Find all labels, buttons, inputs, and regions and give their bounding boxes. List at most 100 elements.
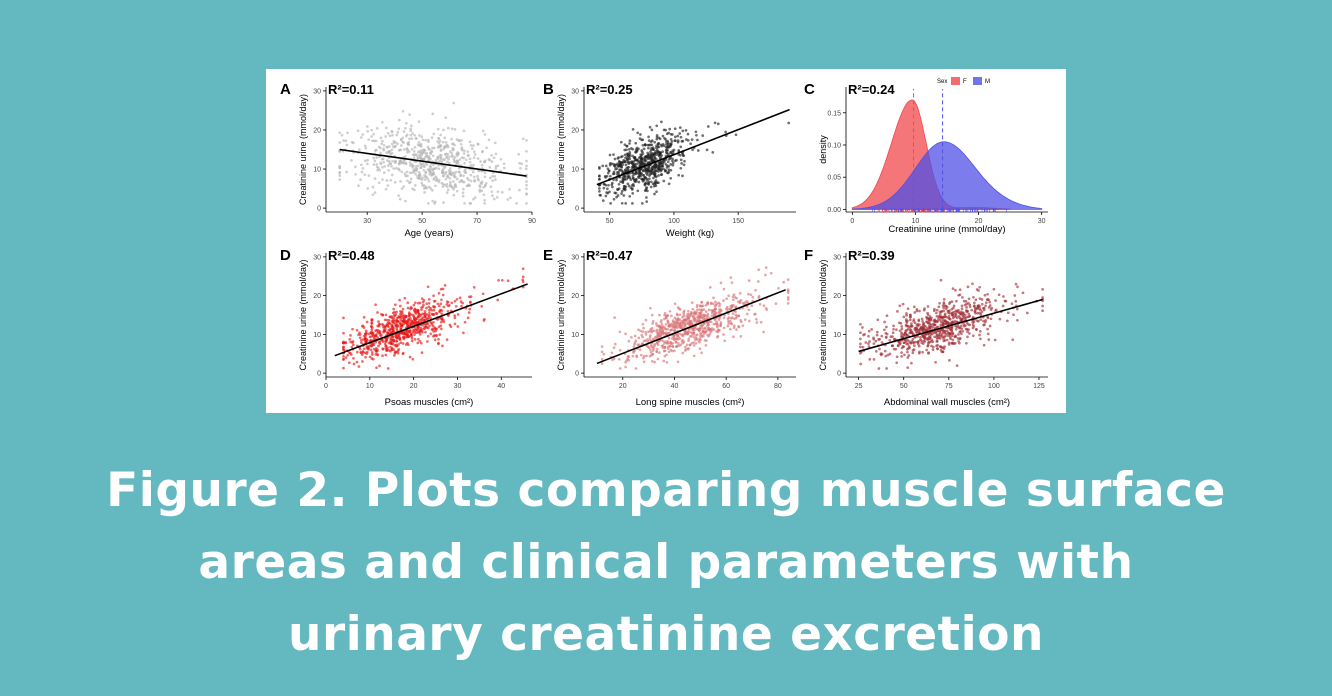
scatter-point	[667, 170, 671, 174]
scatter-point	[623, 153, 627, 157]
scatter-point	[682, 163, 686, 167]
scatter-point	[451, 171, 455, 175]
scatter-point	[420, 163, 424, 167]
scatter-point	[398, 298, 401, 302]
scatter-point	[402, 320, 405, 324]
scatter-point	[416, 337, 420, 341]
scatter-point	[492, 197, 496, 201]
scatter-point	[618, 367, 622, 370]
scatter-point	[473, 153, 477, 156]
scatter-point	[422, 312, 426, 316]
scatter-point	[620, 189, 624, 193]
scatter-point	[463, 320, 467, 324]
scatter-point	[782, 280, 786, 284]
scatter-point	[936, 325, 940, 329]
scatter-point	[338, 174, 342, 178]
scatter-point	[429, 170, 433, 174]
scatter-point	[979, 318, 983, 321]
scatter-point	[693, 326, 697, 329]
scatter-point	[420, 153, 424, 157]
scatter-point	[868, 340, 871, 343]
scatter-point	[885, 332, 889, 336]
y-tick-label: 30	[313, 88, 321, 95]
scatter-point	[619, 140, 623, 144]
scatter-point	[639, 161, 643, 164]
scatter-point	[660, 144, 664, 148]
scatter-point	[656, 331, 659, 335]
scatter-point	[971, 315, 975, 319]
scatter-point	[692, 319, 696, 323]
scatter-point	[918, 350, 921, 354]
scatter-point	[599, 194, 602, 197]
scatter-point	[943, 329, 947, 333]
scatter-point	[473, 196, 477, 199]
scatter-point	[384, 187, 388, 191]
scatter-point	[695, 327, 699, 331]
scatter-point	[730, 322, 734, 326]
scatter-point	[452, 175, 456, 178]
scatter-point	[678, 337, 682, 341]
scatter-point	[974, 311, 977, 315]
scatter-point	[655, 347, 659, 351]
scatter-point	[468, 157, 472, 161]
scatter-point	[632, 184, 636, 188]
scatter-point	[617, 156, 620, 159]
scatter-point	[910, 322, 913, 325]
scatter-point	[399, 144, 403, 147]
scatter-point	[463, 149, 466, 153]
scatter-point	[712, 296, 715, 300]
scatter-point	[414, 327, 417, 330]
scatter-point	[715, 320, 719, 324]
scatter-point	[379, 151, 382, 155]
scatter-point	[366, 125, 369, 128]
scatter-point	[502, 162, 506, 166]
scatter-point	[712, 302, 715, 306]
scatter-point	[676, 134, 680, 138]
scatter-point	[973, 306, 977, 310]
scatter-point	[428, 324, 431, 328]
scatter-point	[524, 167, 528, 171]
scatter-point	[679, 135, 683, 139]
scatter-point	[982, 308, 986, 312]
scatter-point	[664, 138, 667, 141]
y-axis-label: Creatinine urine (mmol/day)	[556, 94, 566, 205]
scatter-point	[480, 163, 484, 167]
fit-line	[334, 283, 528, 357]
scatter-point	[623, 168, 627, 172]
scatter-point	[525, 138, 528, 142]
scatter-point	[659, 334, 662, 338]
scatter-point	[373, 177, 377, 180]
scatter-point	[646, 157, 650, 161]
scatter-point	[472, 163, 475, 167]
panel-C: C R²=0.240.000.050.100.150 10 20 30Creatinin…	[804, 77, 1048, 235]
scatter-point	[432, 163, 435, 167]
scatter-point	[445, 191, 449, 194]
scatter-point	[689, 319, 693, 323]
scatter-point	[631, 192, 635, 195]
scatter-point	[427, 301, 431, 305]
scatter-point	[418, 153, 422, 157]
scatter-point	[620, 201, 624, 205]
panel-letter: E	[543, 247, 553, 264]
scatter-point	[686, 139, 690, 142]
caption-line-2: areas and clinical parameters with	[198, 535, 1134, 590]
scatter-point	[473, 179, 477, 182]
r2-label: R²=0.48	[328, 248, 375, 263]
scatter-point	[691, 307, 695, 311]
scatter-point	[680, 162, 683, 165]
scatter-point	[967, 312, 971, 316]
scatter-point	[634, 141, 638, 145]
panel-letter: D	[280, 247, 291, 264]
scatter-point	[658, 313, 661, 317]
scatter-point	[683, 349, 687, 352]
scatter-point	[631, 154, 634, 158]
scatter-point	[867, 345, 871, 348]
scatter-point	[408, 137, 411, 141]
scatter-point	[432, 308, 436, 312]
scatter-point	[401, 313, 405, 316]
scatter-point	[457, 171, 461, 174]
x-tick-label: 20	[410, 383, 418, 390]
scatter-point	[992, 287, 996, 291]
scatter-point	[880, 334, 884, 338]
scatter-point	[351, 327, 354, 331]
